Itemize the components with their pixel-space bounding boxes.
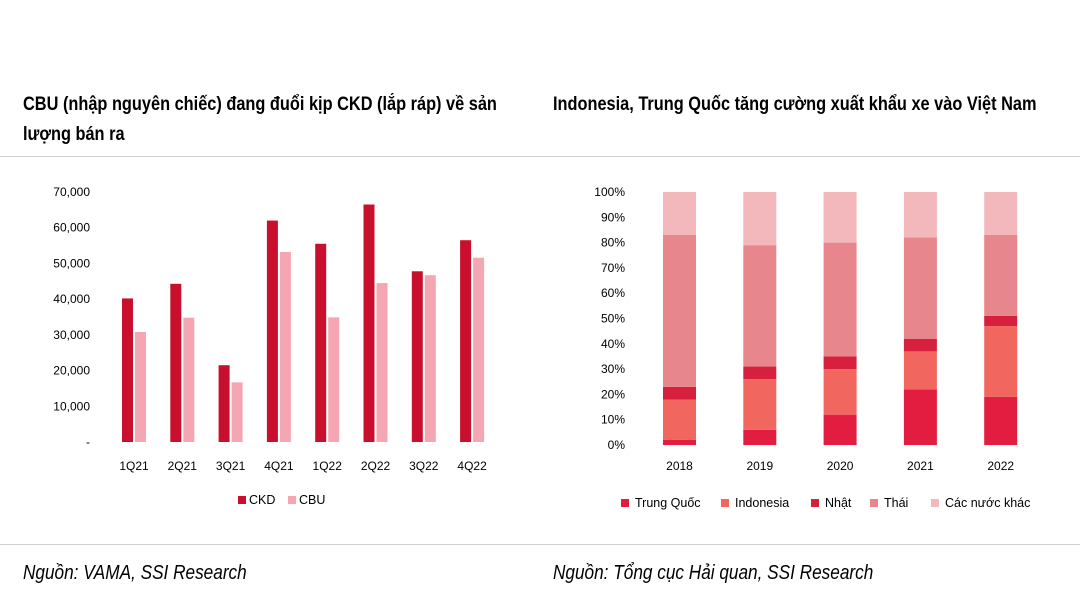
bar-ckd-2q22 (363, 204, 375, 442)
left-source-note: Nguồn: VAMA, SSI Research (23, 562, 247, 584)
segment-indonesia-2020 (823, 369, 857, 415)
legend-swatch-cbu (288, 496, 296, 504)
y-tick-label: 0% (608, 438, 626, 452)
y-tick-label: 40,000 (53, 292, 90, 306)
legend-label-ckd: CKD (249, 493, 275, 507)
y-tick-label: 90% (601, 210, 625, 224)
x-tick-label: 3Q22 (409, 459, 439, 473)
segment-indonesia-2018 (663, 399, 696, 440)
x-tick-label: 2Q21 (168, 459, 198, 473)
segment-các-nước-khác-2019 (743, 192, 777, 246)
bar-ckd-3q21 (218, 365, 230, 442)
segment-nhật-2021 (903, 338, 937, 352)
segment-indonesia-2022 (984, 326, 1018, 397)
legend-swatch-indonesia (721, 499, 729, 507)
y-tick-label: 50% (601, 312, 625, 326)
segment-nhật-2020 (823, 356, 857, 370)
segment-các-nước-khác-2018 (663, 192, 696, 236)
bar-ckd-2q21 (170, 283, 182, 442)
segment-các-nước-khác-2021 (903, 192, 937, 238)
y-tick-label: 60,000 (53, 221, 90, 235)
segment-các-nước-khác-2020 (823, 192, 857, 243)
legend-label-nhật: Nhật (825, 496, 852, 510)
left-title-line-2: lượng bán ra (23, 124, 125, 145)
bar-cbu-1q21 (135, 332, 146, 442)
x-tick-label: 1Q21 (119, 459, 149, 473)
x-tick-label: 4Q22 (457, 459, 487, 473)
y-tick-label: 70% (601, 261, 625, 275)
x-tick-label: 2018 (666, 459, 693, 473)
legend-swatch-ckd (238, 496, 246, 504)
segment-trung-quốc-2018 (663, 439, 696, 445)
y-tick-label: 10,000 (53, 399, 90, 413)
legend-label-thái: Thái (884, 496, 908, 510)
top-divider (0, 156, 1080, 157)
bar-cbu-2q21 (183, 317, 195, 442)
x-tick-label: 2020 (827, 459, 854, 473)
y-tick-label: 20,000 (53, 364, 90, 378)
segment-thái-2020 (823, 242, 857, 357)
segment-indonesia-2019 (743, 379, 777, 430)
y-tick-label: 80% (601, 236, 625, 250)
bar-cbu-3q21 (231, 382, 243, 442)
bar-ckd-4q22 (460, 240, 472, 442)
segment-nhật-2019 (743, 366, 777, 380)
bar-ckd-1q22 (315, 243, 327, 442)
legend-label-cbu: CBU (299, 493, 325, 507)
x-tick-label: 2022 (987, 459, 1014, 473)
legend-swatch-các-nước-khác (931, 499, 939, 507)
segment-trung-quốc-2019 (743, 429, 777, 445)
bar-ckd-3q22 (411, 271, 423, 442)
x-tick-label: 1Q22 (313, 459, 343, 473)
segment-thái-2022 (984, 235, 1018, 316)
right-chart-title: Indonesia, Trung Quốc tăng cường xuất kh… (553, 94, 1037, 115)
segment-thái-2021 (903, 237, 937, 339)
y-tick-label: 100% (594, 185, 625, 199)
x-tick-label: 3Q21 (216, 459, 246, 473)
x-tick-label: 2Q22 (361, 459, 391, 473)
legend-label-các-nước-khác: Các nước khác (945, 496, 1030, 510)
y-tick-label: - (86, 435, 90, 449)
y-tick-label: 50,000 (53, 256, 90, 270)
bar-ckd-1q21 (122, 298, 133, 442)
y-tick-label: 30,000 (53, 328, 90, 342)
segment-thái-2018 (663, 235, 696, 387)
y-tick-label: 60% (601, 286, 625, 300)
left-title-line-1: CBU (nhập nguyên chiếc) đang đuổi kịp CK… (23, 94, 497, 115)
legend-swatch-trung-quốc (621, 499, 629, 507)
y-tick-label: 30% (601, 362, 625, 376)
legend-label-indonesia: Indonesia (735, 496, 789, 510)
segment-thái-2019 (743, 245, 777, 367)
bar-cbu-4q21 (279, 252, 291, 442)
x-tick-label: 4Q21 (264, 459, 294, 473)
segment-các-nước-khác-2022 (984, 192, 1018, 236)
bar-cbu-2q22 (376, 283, 388, 442)
bottom-divider (0, 544, 1080, 545)
segment-trung-quốc-2021 (903, 389, 937, 445)
legend-swatch-thái (870, 499, 878, 507)
segment-nhật-2018 (663, 386, 696, 400)
x-tick-label: 2021 (907, 459, 934, 473)
segment-trung-quốc-2022 (984, 396, 1018, 445)
legend-swatch-nhật (811, 499, 819, 507)
bar-ckd-4q21 (266, 220, 278, 442)
segment-indonesia-2021 (903, 351, 937, 390)
left-bar-chart: - 10,000 20,000 30,000 40,000 50,000 60,000 70,… (53, 185, 487, 507)
legend-label-trung-quốc: Trung Quốc (635, 496, 701, 510)
y-tick-label: 40% (601, 337, 625, 351)
right-source-note: Nguồn: Tổng cục Hải quan, SSI Research (553, 562, 874, 584)
left-chart-title: CBU (nhập nguyên chiếc) đang đuổi kịp CK… (23, 90, 497, 150)
y-tick-label: 10% (601, 413, 625, 427)
y-tick-label: 70,000 (53, 185, 90, 199)
bar-cbu-4q22 (473, 257, 485, 442)
bar-cbu-1q22 (328, 317, 340, 442)
segment-nhật-2022 (984, 315, 1018, 327)
x-tick-label: 2019 (746, 459, 773, 473)
bar-cbu-3q22 (424, 275, 436, 442)
segment-trung-quốc-2020 (823, 414, 857, 445)
y-tick-label: 20% (601, 387, 625, 401)
